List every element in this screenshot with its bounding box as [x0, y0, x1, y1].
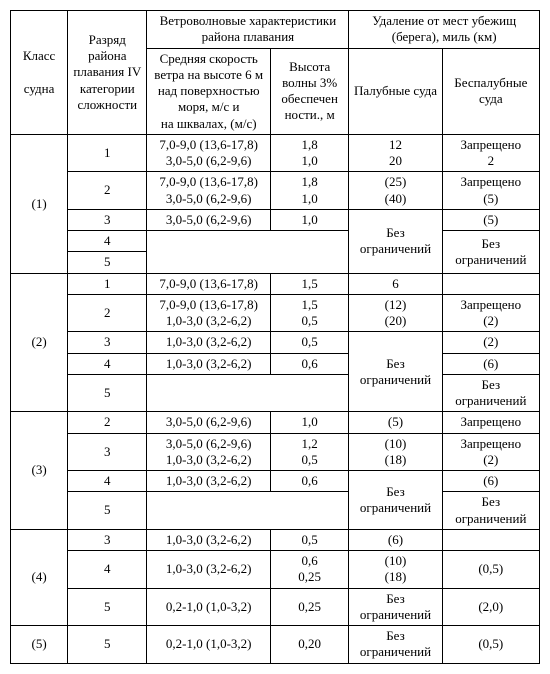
deck-cell: (6): [349, 529, 442, 550]
wave-cell: 1,5 0,5: [270, 294, 348, 332]
deck-cell: (12) (20): [349, 294, 442, 332]
nodeck-cell: Запрещено: [442, 412, 539, 433]
wind-cell: 7,0-9,0 (13,6-17,8): [147, 273, 271, 294]
nodeck-cell: (6): [442, 353, 539, 374]
rz-cell: 2: [68, 412, 147, 433]
class-cell: (4): [11, 529, 68, 625]
nodeck-cell: Без ограничений: [442, 492, 539, 530]
wave-cell: 1,5: [270, 273, 348, 294]
rz-cell: 3: [68, 433, 147, 471]
empty-cell: [147, 492, 349, 530]
header-class: Класс судна: [11, 11, 68, 135]
wave-cell: 0,5: [270, 529, 348, 550]
rz-cell: 1: [68, 134, 147, 172]
vessel-class-table: Класс судна Разряд района плавания IV ка…: [10, 10, 540, 664]
class-cell: (5): [11, 626, 68, 664]
header-wind-wave-group: Ветроволновые характеристики района плав…: [147, 11, 349, 49]
nodeck-cell: Без ограничений: [442, 231, 539, 274]
wind-cell: 1,0-3,0 (3,2-6,2): [147, 551, 271, 589]
deck-cell: 6: [349, 273, 442, 294]
deck-cell: Без ограничений: [349, 209, 442, 273]
header-category: Разряд района плавания IV категории слож…: [68, 11, 147, 135]
wave-cell: 0,6: [270, 471, 348, 492]
nodeck-cell: [442, 529, 539, 550]
wind-cell: 1,0-3,0 (3,2-6,2): [147, 471, 271, 492]
wave-cell: 1,0: [270, 412, 348, 433]
rz-cell: 1: [68, 273, 147, 294]
wave-cell: 0,6 0,25: [270, 551, 348, 589]
header-wind: Средняя скорость ветра на высоте 6 м над…: [147, 48, 271, 134]
wind-cell: 7,0-9,0 (13,6-17,8) 3,0-5,0 (6,2-9,6): [147, 134, 271, 172]
wind-cell: 3,0-5,0 (6,2-9,6): [147, 412, 271, 433]
nodeck-cell: [442, 273, 539, 294]
rz-cell: 2: [68, 294, 147, 332]
wave-cell: 1,8 1,0: [270, 172, 348, 210]
wave-cell: 0,25: [270, 588, 348, 626]
nodeck-cell: (0,5): [442, 551, 539, 589]
rz-cell: 5: [68, 588, 147, 626]
wind-cell: 7,0-9,0 (13,6-17,8) 1,0-3,0 (3,2-6,2): [147, 294, 271, 332]
header-distance-group: Удаление от мест убежищ (берега), миль (…: [349, 11, 540, 49]
deck-cell: Без ограничений: [349, 471, 442, 530]
nodeck-cell: Запрещено (5): [442, 172, 539, 210]
nodeck-cell: (0,5): [442, 626, 539, 664]
deck-cell: (25) (40): [349, 172, 442, 210]
rz-cell: 5: [68, 252, 147, 273]
header-nodeck: Беспалубные суда: [442, 48, 539, 134]
wind-cell: 1,0-3,0 (3,2-6,2): [147, 332, 271, 353]
deck-cell: 12 20: [349, 134, 442, 172]
nodeck-cell: (5): [442, 209, 539, 230]
wind-cell: 1,0-3,0 (3,2-6,2): [147, 529, 271, 550]
rz-cell: 4: [68, 551, 147, 589]
wind-cell: 3,0-5,0 (6,2-9,6) 1,0-3,0 (3,2-6,2): [147, 433, 271, 471]
class-cell: (2): [11, 273, 68, 412]
rz-cell: 5: [68, 626, 147, 664]
nodeck-cell: (2,0): [442, 588, 539, 626]
deck-cell: (10) (18): [349, 551, 442, 589]
wind-cell: 1,0-3,0 (3,2-6,2): [147, 353, 271, 374]
deck-cell: (5): [349, 412, 442, 433]
rz-cell: 5: [68, 492, 147, 530]
rz-cell: 5: [68, 374, 147, 412]
header-wave: Высота волны 3% обеспечен ности., м: [270, 48, 348, 134]
deck-cell: Без ограничений: [349, 626, 442, 664]
wind-cell: 0,2-1,0 (1,0-3,2): [147, 626, 271, 664]
rz-cell: 4: [68, 471, 147, 492]
rz-cell: 3: [68, 529, 147, 550]
wave-cell: 0,5: [270, 332, 348, 353]
wind-cell: 3,0-5,0 (6,2-9,6): [147, 209, 271, 230]
wind-cell: 0,2-1,0 (1,0-3,2): [147, 588, 271, 626]
deck-cell: (10) (18): [349, 433, 442, 471]
deck-cell: Без ограничений: [349, 588, 442, 626]
rz-cell: 2: [68, 172, 147, 210]
header-deck: Палубные суда: [349, 48, 442, 134]
rz-cell: 3: [68, 209, 147, 230]
empty-cell: [147, 374, 349, 412]
wind-cell: 7,0-9,0 (13,6-17,8) 3,0-5,0 (6,2-9,6): [147, 172, 271, 210]
rz-cell: 4: [68, 231, 147, 252]
nodeck-cell: (2): [442, 332, 539, 353]
empty-cell: [147, 231, 349, 274]
wave-cell: 0,6: [270, 353, 348, 374]
deck-cell: Без ограничений: [349, 332, 442, 412]
nodeck-cell: Запрещено (2): [442, 294, 539, 332]
nodeck-cell: (6): [442, 471, 539, 492]
wave-cell: 1,2 0,5: [270, 433, 348, 471]
wave-cell: 0,20: [270, 626, 348, 664]
class-cell: (1): [11, 134, 68, 273]
nodeck-cell: Без ограничений: [442, 374, 539, 412]
nodeck-cell: Запрещено 2: [442, 134, 539, 172]
rz-cell: 3: [68, 332, 147, 353]
rz-cell: 4: [68, 353, 147, 374]
nodeck-cell: Запрещено (2): [442, 433, 539, 471]
wave-cell: 1,0: [270, 209, 348, 230]
wave-cell: 1,8 1,0: [270, 134, 348, 172]
class-cell: (3): [11, 412, 68, 530]
